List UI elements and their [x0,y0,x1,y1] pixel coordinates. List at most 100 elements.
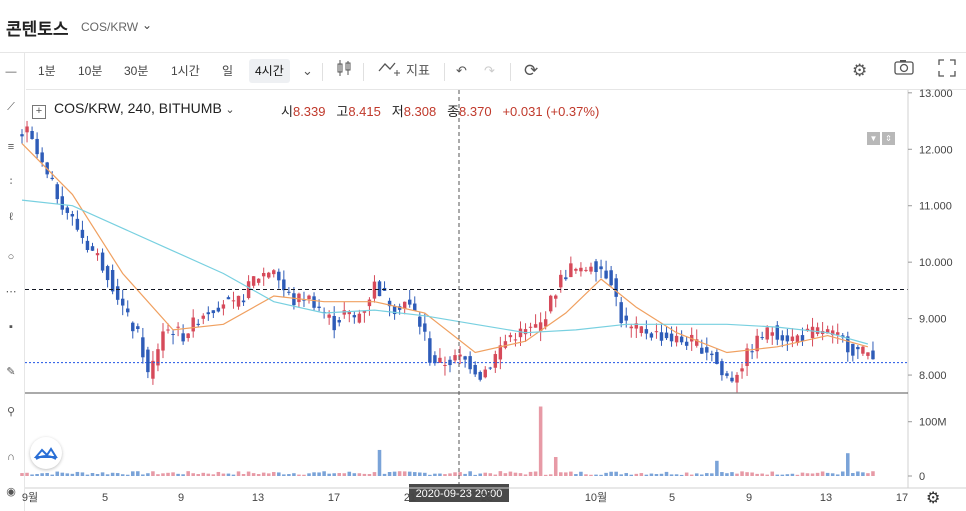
chevron-down-icon[interactable]: ⌄ [225,104,235,116]
timeframe-1d[interactable]: 일 [222,64,234,78]
ruler-icon[interactable]: ✎ [6,366,16,378]
volume-bar [438,473,442,476]
volume-bar [790,473,795,476]
candle-body [151,360,155,379]
candle-body [402,301,407,309]
cursor-icon[interactable]: — [5,66,17,78]
volume-bar [277,472,281,476]
time-tick-label: 21 [404,492,416,504]
candle-body [503,341,508,348]
candle-body [463,356,467,360]
timeframe-1m[interactable]: 1분 [38,64,56,78]
volume-bar [820,471,825,476]
candle-body [735,374,739,383]
candle-body [141,337,145,358]
refresh-icon[interactable]: ⟳ [524,61,539,80]
time-tick-label: 9 [178,492,184,504]
candle-body [554,295,558,299]
top-bar: 콘텐토스 COS/KRW ⌄ [0,0,966,53]
candle-body [654,331,659,333]
timeframe-4h[interactable]: 4시간 [249,59,290,83]
candle-body [347,311,352,315]
trend-line-icon[interactable]: ⟋ [7,101,15,113]
volume-bar [533,471,538,476]
candle-body [211,310,216,314]
candle-body [126,308,130,313]
tradingview-logo-icon[interactable] [30,437,62,469]
candle-type-icon[interactable] [336,59,352,83]
volume-bar [110,472,115,476]
volume-bar [382,473,387,476]
volume-bar [367,474,372,476]
node-icon[interactable]: ○ [7,251,15,263]
text-icon[interactable]: ▪ [9,321,13,333]
volume-bar [805,473,810,476]
time-tick-label: 9월 [22,491,38,504]
timeframe-10m[interactable]: 10분 [78,64,103,78]
candle-body [40,152,44,163]
candle-body [725,373,729,376]
volume-bar [357,473,362,476]
volume-bar [518,473,523,476]
volume-bar [261,472,266,476]
candle-body [513,339,518,341]
camera-icon[interactable] [894,59,914,83]
candle-body [156,349,160,366]
gear-icon[interactable]: ⚙ [852,61,868,80]
volume-bar [95,474,100,476]
eye-icon[interactable]: ◉ [6,486,16,498]
gear-icon[interactable]: ⚙ [926,490,941,507]
candle-body [196,323,200,325]
volume-bar [25,472,29,476]
candle-body [302,299,306,301]
time-tick-label: 25 [481,492,493,504]
volume-bar [141,474,145,476]
overlays: 9.5168.2202020-09-23 20:00 [25,90,954,502]
chart-toolbar: 1분 10분 30분 1시간 일 4시간 ⌄ 지표 ↶ ↷ ⟳ ⚙ [26,53,966,90]
volume-bar [503,473,508,476]
candle-body [146,349,150,373]
expand-icon[interactable]: ⇕ [882,132,895,145]
plus-icon[interactable]: + [32,105,46,119]
volume-bar [443,474,447,476]
volume-bar [115,473,120,476]
candle-body [856,346,860,350]
indicators-button[interactable]: 지표 [406,63,430,78]
chevron-down-icon[interactable]: ⌄ [142,18,153,32]
volume-bar [574,474,578,476]
redo-icon[interactable]: ↷ [484,63,495,78]
timeframe-30m[interactable]: 30분 [124,64,149,78]
candle-body [367,299,372,307]
candle-body [493,354,498,368]
timeframe-1h[interactable]: 1시간 [171,64,200,78]
ohlc-values: 시8.339 고8.415 저8.308 종8.370 +0.031 (+0.3… [281,101,599,120]
candle-body [730,377,734,382]
pattern-icon[interactable]: ∶ [9,176,13,188]
volume-bar [498,471,503,476]
candle-body [780,335,785,341]
undo-icon[interactable]: ↶ [456,63,467,78]
volume-bar [609,471,613,476]
volume-bar [55,471,60,476]
fullscreen-icon[interactable] [938,59,956,83]
axes: 13.000 12.000 11.000 10.000 9.000 8.000 100M 0 9… [22,88,966,504]
volume-bar [397,471,402,476]
magnet-icon[interactable]: ∩ [7,451,15,463]
volume-bar [856,471,860,476]
candle-body [241,300,246,303]
volume-bar [599,474,603,476]
candle-body [624,315,628,321]
projection-icon[interactable]: ℓ [9,211,13,223]
indicator-icon[interactable] [378,59,402,83]
candle-body [292,293,296,306]
low-label: 저 [391,104,404,119]
symbol-label[interactable]: COS/KRW, 240, BITHUMB [54,100,222,116]
collapse-icon[interactable]: ▼ [867,132,880,145]
volume-bar [463,473,467,476]
zoom-icon[interactable]: ⚲ [6,406,16,418]
measure-icon[interactable]: ⋯ [5,286,17,298]
volume-bar [528,471,533,476]
fib-icon[interactable]: ≡ [7,141,15,153]
chevron-down-icon[interactable]: ⌄ [302,63,313,78]
